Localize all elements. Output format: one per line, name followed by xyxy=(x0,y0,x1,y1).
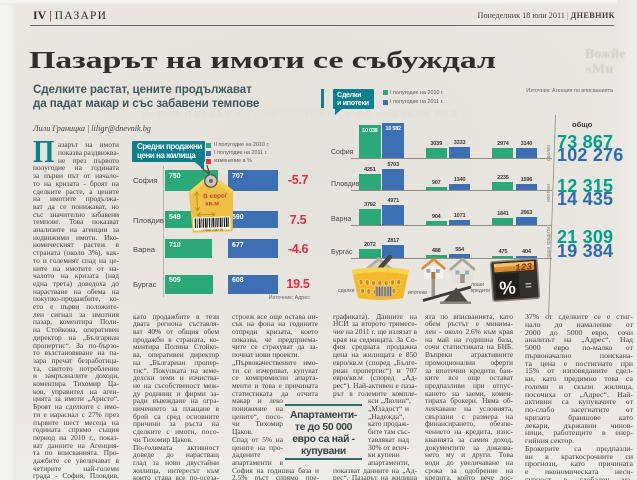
svg-text:123: 123 xyxy=(515,261,533,273)
svg-text:кв.м: кв.м xyxy=(205,200,219,207)
svg-text:%: % xyxy=(499,276,517,298)
svg-text:В евро/: В евро/ xyxy=(203,192,227,200)
svg-text:4 7502 2047 99: 4 7502 2047 99 xyxy=(202,228,223,233)
svg-text:=: = xyxy=(525,280,533,292)
